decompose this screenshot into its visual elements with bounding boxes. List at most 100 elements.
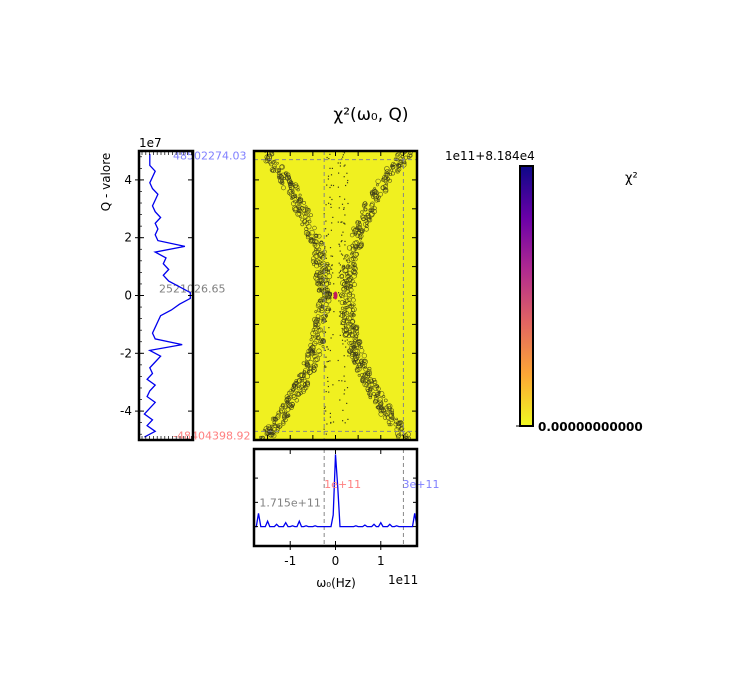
heatmap-marker xyxy=(368,392,373,397)
heatmap-dot xyxy=(326,346,328,348)
heatmap-dot xyxy=(337,186,339,188)
heatmap-marker xyxy=(399,151,406,156)
heatmap-marker xyxy=(361,362,367,368)
bottom-panel-annotations: 1.715e+11 1e+11 3e+11 xyxy=(259,478,439,509)
heatmap-marker xyxy=(395,417,399,421)
heatmap-dot xyxy=(328,263,330,265)
heatmap-marker xyxy=(366,379,372,384)
heatmap-marker xyxy=(287,414,291,418)
heatmap-marker xyxy=(347,341,352,346)
heatmap-dot xyxy=(324,246,326,248)
heatmap-marker xyxy=(320,338,326,344)
heatmap-marker xyxy=(347,283,353,289)
heatmap-dot xyxy=(345,346,347,348)
heatmap-marker xyxy=(294,390,301,397)
heatmap-dot xyxy=(343,355,345,357)
bottom-panel-annotation: 1e+11 xyxy=(324,478,361,491)
heatmap-dot xyxy=(323,407,325,409)
heatmap-dot xyxy=(326,361,328,363)
heatmap-marker xyxy=(323,294,328,300)
heatmap-marker xyxy=(348,321,353,327)
heatmap-dot xyxy=(345,310,348,312)
heatmap-marker xyxy=(395,153,400,158)
heatmap-marker xyxy=(310,259,316,264)
heatmap-marker xyxy=(316,280,322,286)
heatmap-dot xyxy=(326,184,328,186)
heatmap-marker xyxy=(352,336,358,342)
heatmap-marker xyxy=(288,389,294,395)
heatmap-marker xyxy=(348,350,352,355)
heatmap-marker xyxy=(378,408,384,414)
heatmap-marker xyxy=(316,348,322,354)
heatmap-marker xyxy=(341,311,346,315)
heatmap-marker xyxy=(353,246,358,251)
heatmap-marker xyxy=(341,318,347,323)
heatmap-dot xyxy=(338,292,340,294)
heatmap-dot xyxy=(325,410,327,412)
heatmap-marker xyxy=(313,357,319,363)
heatmap-dot xyxy=(328,327,330,329)
heatmap-marker xyxy=(325,286,329,290)
heatmap-marker xyxy=(358,227,364,233)
heatmap-marker xyxy=(383,405,390,411)
heatmap-frame xyxy=(252,149,419,442)
heatmap-marker xyxy=(358,243,364,249)
heatmap-dot xyxy=(344,389,346,391)
heatmap-marker xyxy=(307,370,311,374)
heatmap-dot xyxy=(339,311,341,313)
heatmap-dot xyxy=(329,196,331,198)
heatmap-marker xyxy=(305,381,310,386)
heatmap-marker xyxy=(282,413,287,418)
heatmap-marker xyxy=(292,383,297,388)
heatmap-marker xyxy=(391,417,395,421)
heatmap-dot xyxy=(324,365,326,367)
heatmap-dot xyxy=(340,221,342,223)
heatmap-marker xyxy=(396,167,402,172)
heatmap-dot xyxy=(347,418,349,420)
heatmap-marker xyxy=(349,340,354,345)
heatmap-marker xyxy=(314,317,321,323)
heatmap-dot xyxy=(344,366,346,368)
heatmap-marker xyxy=(287,179,292,185)
heatmap-dot xyxy=(337,359,339,362)
heatmap-marker xyxy=(325,297,332,304)
heatmap-marker xyxy=(314,243,320,249)
heatmap-marker xyxy=(309,229,315,236)
chart-title: χ²(ω₀, Q) xyxy=(333,105,408,125)
heatmap-marker xyxy=(359,348,365,354)
heatmap-dot xyxy=(338,172,340,174)
heatmap-marker xyxy=(317,352,323,357)
heatmap-marker xyxy=(317,270,323,276)
heatmap-dot xyxy=(343,265,345,267)
heatmap-marker xyxy=(352,347,359,354)
heatmap-dot xyxy=(325,204,327,206)
heatmap-marker xyxy=(375,393,379,398)
heatmap-marker xyxy=(301,373,306,378)
heatmap-marker xyxy=(346,322,350,326)
heatmap-dot xyxy=(326,297,328,299)
heatmap-marker xyxy=(286,189,293,196)
heatmap-marker xyxy=(301,389,306,394)
heatmap-marker xyxy=(387,423,391,427)
heatmap-dot xyxy=(326,156,328,159)
heatmap-marker xyxy=(315,281,319,286)
heatmap-marker xyxy=(318,307,325,314)
heatmap-marker xyxy=(375,183,379,187)
heatmap-marker xyxy=(399,151,404,154)
heatmap-marker xyxy=(384,166,390,172)
heatmap-marker xyxy=(364,366,367,369)
heatmap-dot xyxy=(324,331,327,333)
heatmap-marker xyxy=(323,302,329,307)
heatmap-marker xyxy=(351,312,355,317)
heatmap-marker xyxy=(269,152,275,157)
bottom-panel-guide-lines xyxy=(323,449,404,546)
heatmap-marker xyxy=(360,363,364,367)
heatmap-dot xyxy=(338,315,341,317)
heatmap-marker xyxy=(271,160,276,164)
heatmap-dot xyxy=(332,421,335,423)
heatmap-dot xyxy=(330,229,332,231)
heatmap-marker xyxy=(378,390,385,397)
heatmap-dot xyxy=(342,409,344,411)
heatmap-marker xyxy=(344,286,347,289)
heatmap-marker xyxy=(352,240,359,247)
